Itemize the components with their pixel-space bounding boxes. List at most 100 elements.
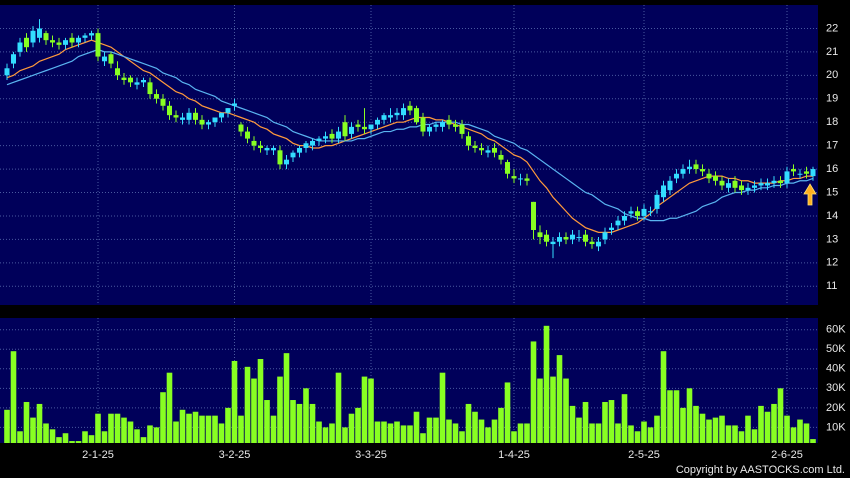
y-tick-label: 19 bbox=[826, 93, 838, 105]
volume-bar bbox=[82, 431, 88, 443]
volume-bar bbox=[322, 427, 329, 443]
candle-body bbox=[225, 108, 231, 113]
candle-body bbox=[264, 147, 270, 151]
volume-bar bbox=[290, 400, 296, 443]
candle-body bbox=[550, 241, 556, 245]
candle-body bbox=[193, 112, 198, 120]
volume-bar bbox=[335, 372, 342, 443]
candle-body bbox=[739, 185, 744, 191]
candle-body bbox=[797, 173, 803, 175]
volume-bar bbox=[426, 417, 433, 443]
candle-body bbox=[492, 147, 497, 153]
candle-body bbox=[76, 37, 81, 43]
candle-body bbox=[609, 227, 614, 230]
x-tick-label: 3-2-25 bbox=[219, 449, 251, 461]
candle-body bbox=[459, 124, 465, 134]
volume-bar bbox=[75, 441, 82, 443]
candle-body bbox=[297, 147, 302, 153]
volume-bar bbox=[244, 366, 251, 443]
volume-bar bbox=[589, 423, 595, 443]
candle-body bbox=[310, 140, 315, 146]
candle-body bbox=[115, 68, 120, 76]
volume-bar bbox=[134, 429, 140, 443]
volume-bar bbox=[732, 425, 738, 443]
candle-body bbox=[420, 117, 426, 132]
candle-body bbox=[700, 169, 705, 172]
volume-bar bbox=[667, 390, 673, 443]
volume-bar bbox=[550, 376, 556, 443]
candle-body bbox=[277, 150, 283, 165]
volume-bar bbox=[641, 421, 647, 443]
volume-bar bbox=[23, 401, 30, 443]
volume-bar bbox=[30, 417, 36, 443]
candle-body bbox=[199, 119, 205, 125]
candle-body bbox=[719, 180, 725, 186]
volume-bar bbox=[719, 415, 725, 443]
candle-body bbox=[24, 37, 29, 48]
candle-body bbox=[505, 162, 510, 174]
candle-body bbox=[693, 164, 699, 170]
candle-body bbox=[589, 241, 595, 245]
candle-body bbox=[355, 124, 361, 127]
volume-bar bbox=[329, 423, 335, 443]
candle-body bbox=[82, 35, 88, 38]
candle-body bbox=[752, 185, 757, 188]
volume-bar bbox=[316, 421, 322, 443]
candle-body bbox=[342, 122, 348, 137]
volume-bar bbox=[283, 353, 290, 443]
volume-bar bbox=[160, 392, 166, 443]
candle-body bbox=[271, 147, 276, 151]
volume-bar bbox=[465, 403, 472, 443]
candle-body bbox=[375, 119, 380, 125]
candle-body bbox=[329, 133, 335, 139]
volume-bar bbox=[309, 403, 316, 443]
candle-body bbox=[368, 124, 374, 130]
candle-body bbox=[401, 108, 406, 116]
candle-body bbox=[290, 152, 296, 158]
volume-bar bbox=[569, 405, 576, 443]
candle-body bbox=[407, 105, 413, 111]
candle-body bbox=[11, 54, 16, 64]
volume-bar bbox=[368, 378, 374, 443]
candle-body bbox=[726, 183, 731, 188]
volume-bar bbox=[803, 423, 810, 443]
volume-bar bbox=[186, 413, 192, 443]
volume-bar bbox=[420, 433, 426, 443]
y-tick-label: 11 bbox=[826, 280, 837, 292]
candle-body bbox=[69, 37, 75, 43]
volume-bar bbox=[517, 423, 524, 443]
volume-bar bbox=[478, 419, 485, 443]
volume-bar bbox=[602, 401, 608, 443]
candle-body bbox=[485, 150, 491, 153]
candle-body bbox=[95, 33, 101, 57]
volume-bar bbox=[114, 413, 121, 443]
candle-body bbox=[648, 211, 653, 213]
volume-bar bbox=[797, 419, 803, 443]
indicator-arrow bbox=[803, 183, 817, 206]
volume-bar bbox=[693, 405, 699, 443]
volume-bar bbox=[225, 407, 231, 443]
candle-body bbox=[388, 115, 393, 118]
y-tick-label: 40K bbox=[826, 363, 846, 375]
volume-bar bbox=[810, 439, 816, 443]
candle-body bbox=[154, 94, 159, 99]
volume-bar bbox=[264, 400, 270, 443]
candle-body bbox=[186, 112, 192, 120]
candle-body bbox=[232, 103, 237, 106]
volume-bar bbox=[764, 411, 771, 443]
candle-body bbox=[30, 30, 36, 43]
volume-bar bbox=[413, 411, 420, 443]
candle-body bbox=[615, 220, 621, 226]
volume-bar bbox=[4, 409, 10, 443]
volume-bar bbox=[153, 427, 160, 443]
volume-bar bbox=[608, 400, 615, 443]
volume-bar bbox=[173, 421, 179, 443]
volume-bar bbox=[251, 378, 257, 443]
candle-body bbox=[765, 183, 770, 186]
candle-body bbox=[732, 180, 738, 188]
volume-bar bbox=[69, 441, 75, 443]
candle-body bbox=[128, 77, 133, 83]
candle-body bbox=[466, 136, 471, 146]
volume-bar bbox=[400, 425, 407, 443]
